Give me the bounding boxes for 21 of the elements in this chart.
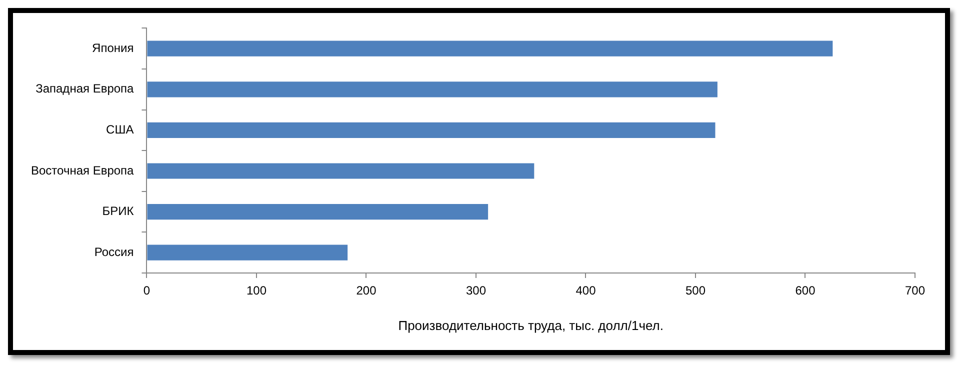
x-tick-label: 300 <box>466 284 486 298</box>
x-tick-label: 100 <box>246 284 267 298</box>
x-tick-label: 400 <box>576 284 596 298</box>
y-tick-label: Западная Европа <box>36 82 134 96</box>
y-tick-label: США <box>106 122 134 137</box>
bar <box>147 204 488 220</box>
x-tick-label: 200 <box>356 284 377 298</box>
y-tick-label: Россия <box>94 244 134 259</box>
bar <box>147 122 716 138</box>
x-tick-label: 600 <box>795 284 816 298</box>
y-tick-label: БРИК <box>102 204 134 218</box>
x-tick-label: 0 <box>143 284 150 298</box>
y-tick-label: Восточная Европа <box>31 163 134 178</box>
y-tick-label: Япония <box>92 40 134 55</box>
x-tick-label: 500 <box>685 284 706 298</box>
bar <box>147 244 348 260</box>
bar <box>147 82 718 98</box>
bar <box>147 40 833 56</box>
bar <box>147 163 534 179</box>
x-tick-label: 700 <box>904 284 926 298</box>
x-axis-title: Производительность труда, тыс. долл/1чел. <box>398 318 664 333</box>
